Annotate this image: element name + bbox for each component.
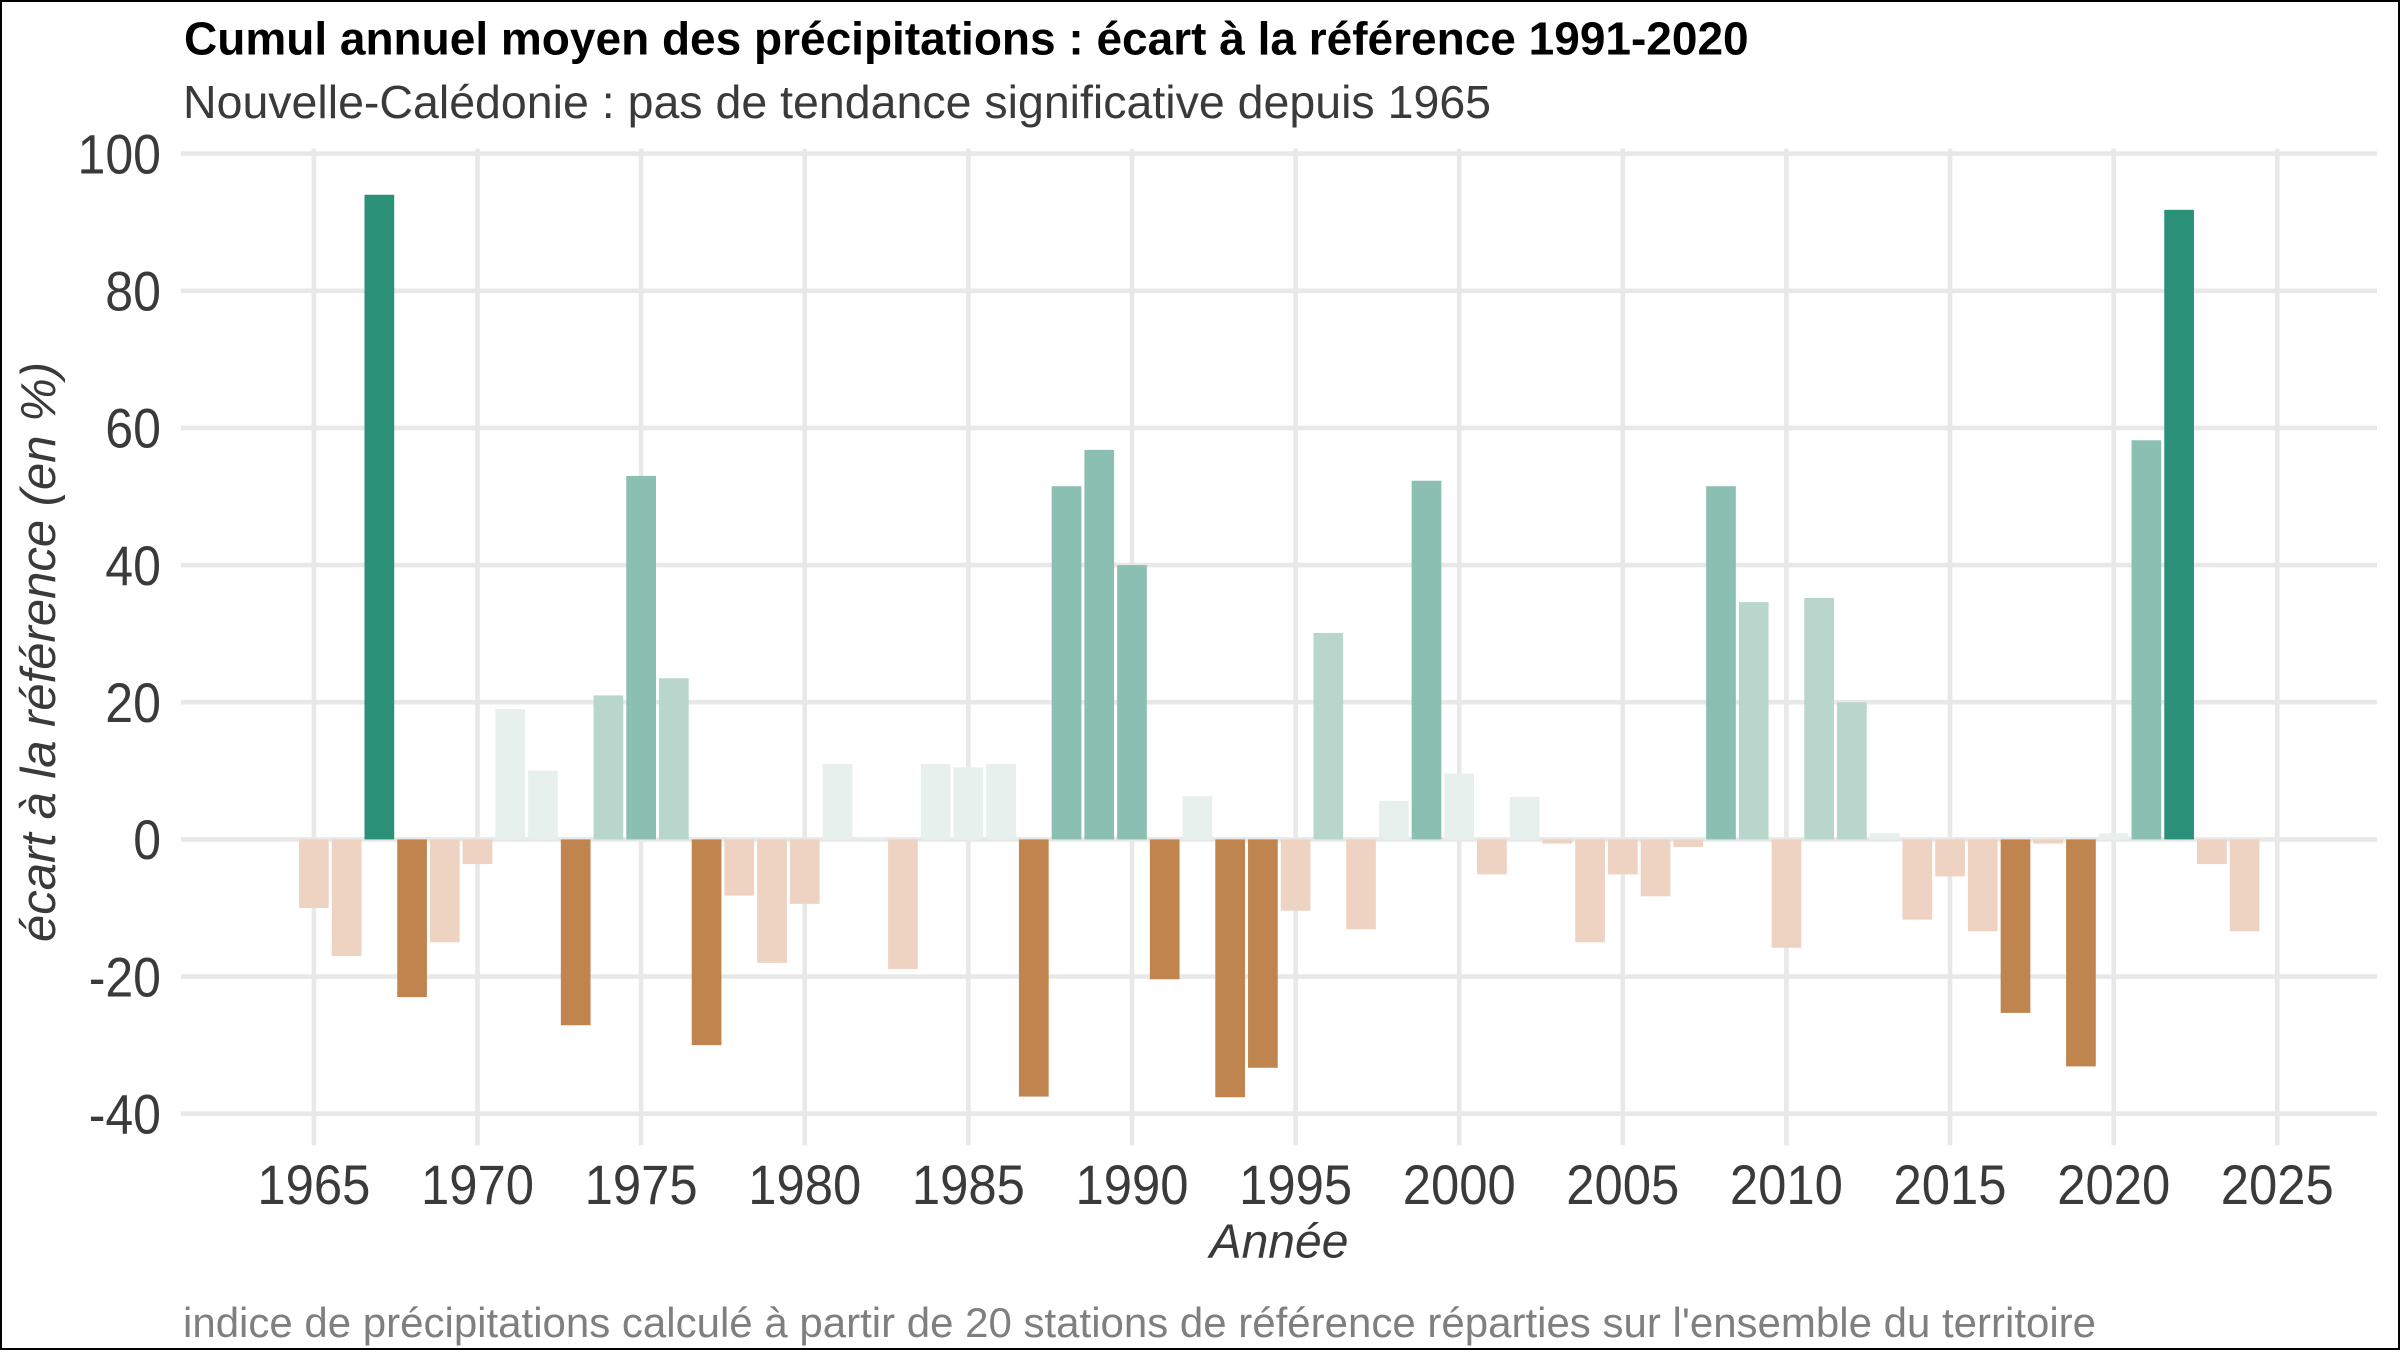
svg-text:-40: -40 [89,1083,161,1146]
svg-text:1995: 1995 [1239,1153,1352,1216]
svg-text:Année: Année [1207,1216,1349,1269]
svg-text:20: 20 [105,671,161,734]
svg-text:40: 40 [105,534,161,597]
svg-text:2015: 2015 [1894,1153,2007,1216]
svg-text:100: 100 [78,122,162,185]
svg-text:2020: 2020 [2057,1153,2170,1216]
svg-text:60: 60 [105,397,161,460]
svg-text:0: 0 [133,808,161,871]
svg-text:2025: 2025 [2221,1153,2334,1216]
svg-text:2000: 2000 [1403,1153,1516,1216]
svg-text:2010: 2010 [1730,1153,1843,1216]
svg-text:Cumul annuel moyen des précipi: Cumul annuel moyen des précipitations : … [184,13,1749,65]
svg-text:Nouvelle-Calédonie : pas de te: Nouvelle-Calédonie : pas de tendance sig… [183,76,1491,128]
svg-text:indice de précipitations calcu: indice de précipitations calculé à parti… [183,1299,2096,1346]
svg-text:80: 80 [105,260,161,323]
svg-text:2005: 2005 [1566,1153,1679,1216]
svg-text:-20: -20 [89,945,161,1008]
svg-text:écart à la référence (en %): écart à la référence (en %) [12,362,66,942]
svg-text:1970: 1970 [421,1153,534,1216]
svg-text:1985: 1985 [912,1153,1025,1216]
svg-text:1965: 1965 [257,1153,370,1216]
svg-text:1990: 1990 [1076,1153,1189,1216]
svg-text:1975: 1975 [585,1153,698,1216]
svg-text:1980: 1980 [748,1153,861,1216]
